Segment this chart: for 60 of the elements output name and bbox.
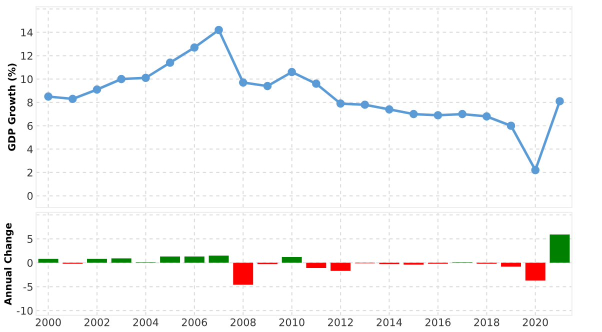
bar — [282, 257, 302, 263]
point — [409, 110, 418, 118]
point — [288, 68, 296, 76]
y-tick-label: -10 — [16, 306, 33, 315]
bar — [550, 234, 570, 263]
x-tick-label: 2016 — [425, 318, 451, 326]
point — [482, 112, 491, 121]
bar — [38, 258, 58, 263]
point — [238, 78, 248, 87]
point — [117, 74, 126, 84]
point — [190, 43, 199, 52]
point — [68, 94, 77, 104]
x-tick-label: 2014 — [376, 318, 402, 326]
x-tick-label: 2018 — [474, 318, 500, 326]
bar — [208, 256, 229, 263]
y-tick-label: 6 — [27, 122, 33, 130]
x-tick-label: 2006 — [182, 318, 208, 326]
point — [385, 105, 394, 114]
bar — [501, 262, 521, 267]
x-tick-label: 2020 — [522, 318, 548, 326]
y-tick-label: 0 — [27, 192, 33, 200]
y-axis-title: Annual Change — [4, 223, 14, 306]
y-tick-label: 14 — [21, 28, 33, 36]
y-tick-label: 2 — [27, 168, 32, 176]
y-tick-label: 4 — [27, 145, 33, 154]
bar — [160, 256, 180, 263]
y-tick-label: 12 — [21, 52, 32, 60]
point — [556, 97, 564, 106]
bar — [306, 262, 326, 268]
point — [360, 100, 370, 109]
point — [44, 92, 52, 101]
x-tick-label: 2012 — [328, 318, 353, 326]
bar — [525, 262, 546, 280]
point — [263, 82, 272, 90]
point — [531, 166, 540, 174]
y-tick-label: 10 — [21, 75, 33, 84]
point — [312, 80, 320, 88]
x-tick-label: 2000 — [36, 318, 61, 326]
point — [336, 99, 345, 108]
bar — [87, 258, 107, 263]
point — [166, 58, 174, 67]
point — [214, 26, 223, 34]
y-axis-title: GDP Growth (%) — [8, 64, 17, 151]
x-tick-label: 2010 — [279, 318, 304, 326]
bar — [184, 256, 204, 263]
x-tick-label: 2002 — [84, 318, 110, 326]
bar — [111, 258, 132, 263]
y-tick-label: 8 — [27, 98, 33, 107]
bar — [330, 262, 351, 271]
point — [92, 85, 102, 94]
y-tick-label: 0 — [27, 258, 33, 267]
y-tick-label: -5 — [23, 283, 32, 291]
bar — [233, 262, 254, 285]
y-tick-label: 5 — [28, 235, 32, 243]
x-tick-label: 2004 — [133, 318, 158, 326]
point — [506, 122, 516, 130]
point — [458, 110, 466, 118]
x-tick-label: 2008 — [230, 318, 256, 326]
point — [434, 111, 442, 120]
point — [142, 74, 150, 82]
